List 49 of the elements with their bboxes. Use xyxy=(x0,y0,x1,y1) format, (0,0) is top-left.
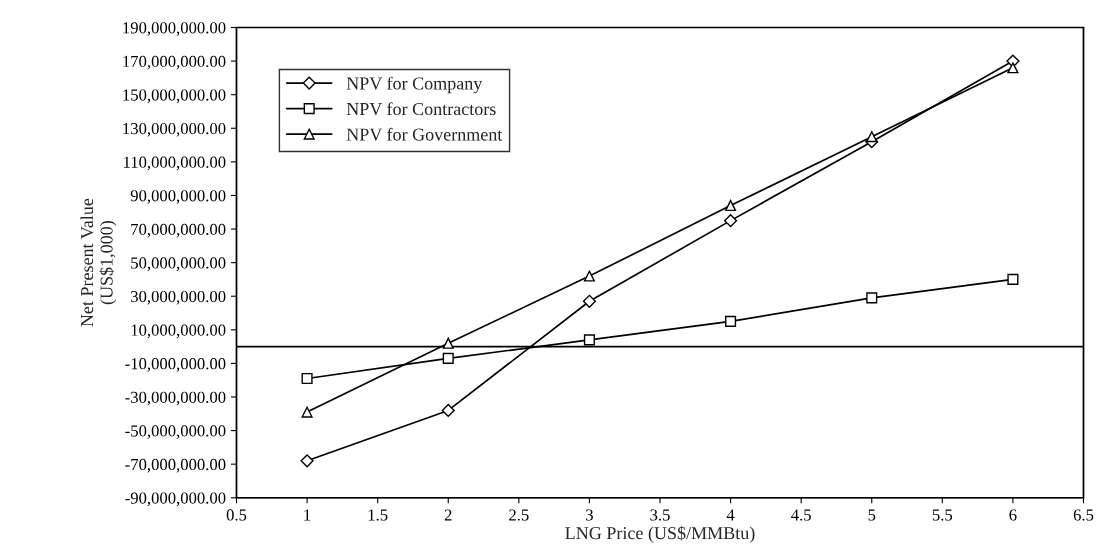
x-tick-label: 4.5 xyxy=(791,509,811,521)
point xyxy=(866,292,878,304)
x-tick-label: 5 xyxy=(868,509,876,521)
point xyxy=(1007,62,1019,74)
y-tick-label: -50,000,000.00 xyxy=(125,425,226,439)
y-tick-label: 130,000,000.00 xyxy=(123,122,226,137)
point xyxy=(441,403,455,418)
point xyxy=(301,406,313,418)
point xyxy=(442,352,454,364)
x-tick-label: 2.5 xyxy=(509,509,529,521)
point xyxy=(1007,273,1019,285)
point xyxy=(725,199,737,212)
point xyxy=(725,315,737,327)
y-tick-label: 90,000,000.00 xyxy=(130,190,226,204)
legend-label: NPV for Government xyxy=(346,127,503,141)
y-tick-label: 30,000,000.00 xyxy=(131,290,226,305)
point xyxy=(583,270,595,282)
x-tick-label: 3 xyxy=(586,509,593,521)
y-tick-label: -70,000,000.00 xyxy=(125,458,226,473)
x-axis-title: LNG Price (US$/MMBtu) xyxy=(565,525,755,543)
y-tick-label: 50,000,000.00 xyxy=(131,257,226,271)
x-tick-label: 6 xyxy=(1009,509,1017,521)
y-tick-label: 150,000,000.00 xyxy=(123,89,226,104)
x-tick-label: 0.5 xyxy=(226,509,247,521)
x-tick-label: 2 xyxy=(444,509,452,521)
point xyxy=(442,337,454,349)
x-tick-label: 5.5 xyxy=(932,509,953,521)
x-tick-label: 3.5 xyxy=(650,509,670,521)
y-tick-label: -10,000,000.00 xyxy=(125,358,226,372)
y-tick-label: -30,000,000.00 xyxy=(125,391,226,406)
x-tick-label: 1 xyxy=(304,509,311,521)
x-tick-label: 1.5 xyxy=(368,509,388,521)
y-tick-label: 10,000,000.00 xyxy=(131,324,226,339)
y-tick-label: 170,000,000.00 xyxy=(123,55,226,70)
point xyxy=(583,334,595,346)
y-tick-label: -90,000,000.00 xyxy=(125,492,226,507)
point xyxy=(300,454,314,468)
y-tick-label: 110,000,000.00 xyxy=(124,156,226,171)
x-tick-label: 6.5 xyxy=(1073,509,1094,521)
legend-label: NPV for Contractors xyxy=(346,102,496,116)
legend-label: NPV for Company xyxy=(346,76,483,94)
y-axis-title: Net Present Value (US$1,000) xyxy=(80,198,117,327)
point xyxy=(866,131,878,143)
point xyxy=(582,294,597,308)
point xyxy=(723,214,738,228)
x-tick-label: 4 xyxy=(726,509,735,521)
point xyxy=(301,372,313,385)
y-tick-label: 70,000,000.00 xyxy=(131,223,226,238)
y-tick-label: 190,000,000.00 xyxy=(123,22,226,36)
